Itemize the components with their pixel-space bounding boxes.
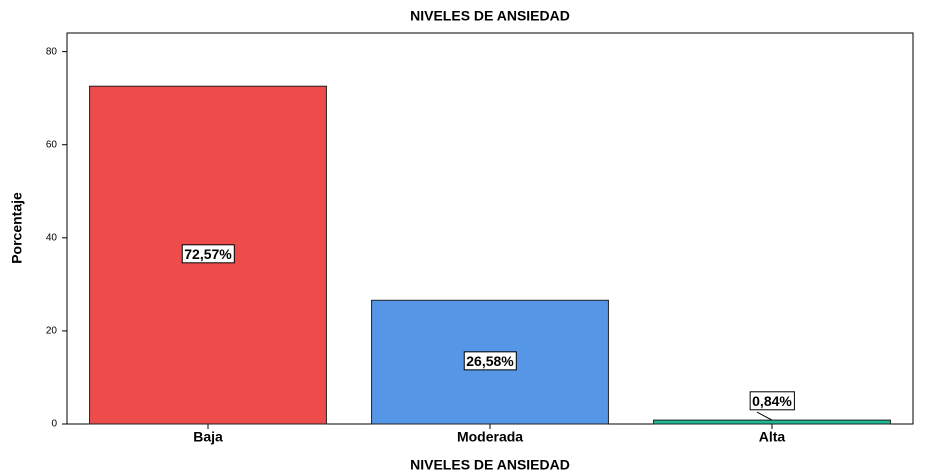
y-tick-label: 40 xyxy=(46,232,58,243)
y-tick-label: 20 xyxy=(46,326,58,337)
value-label: 0,84% xyxy=(752,393,792,409)
bar xyxy=(653,419,891,425)
value-label-box xyxy=(181,244,235,264)
x-tick-label: Moderada xyxy=(457,429,523,445)
y-axis-title: Porcentaje xyxy=(9,192,25,264)
y-tick-label: 60 xyxy=(46,139,58,150)
y-tick-label: 80 xyxy=(46,46,58,57)
x-tick-label: Alta xyxy=(759,429,786,445)
x-tick-label: Baja xyxy=(193,429,223,445)
value-label-leader xyxy=(756,411,773,421)
value-label-box xyxy=(463,351,517,371)
y-tick-label: 0 xyxy=(51,419,57,430)
value-label: 26,58% xyxy=(466,353,514,369)
x-axis-title: NIVELES DE ANSIEDAD xyxy=(410,457,570,473)
chart-title: NIVELES DE ANSIEDAD xyxy=(410,8,570,24)
value-label-box xyxy=(749,391,795,411)
value-label: 72,57% xyxy=(184,246,232,262)
